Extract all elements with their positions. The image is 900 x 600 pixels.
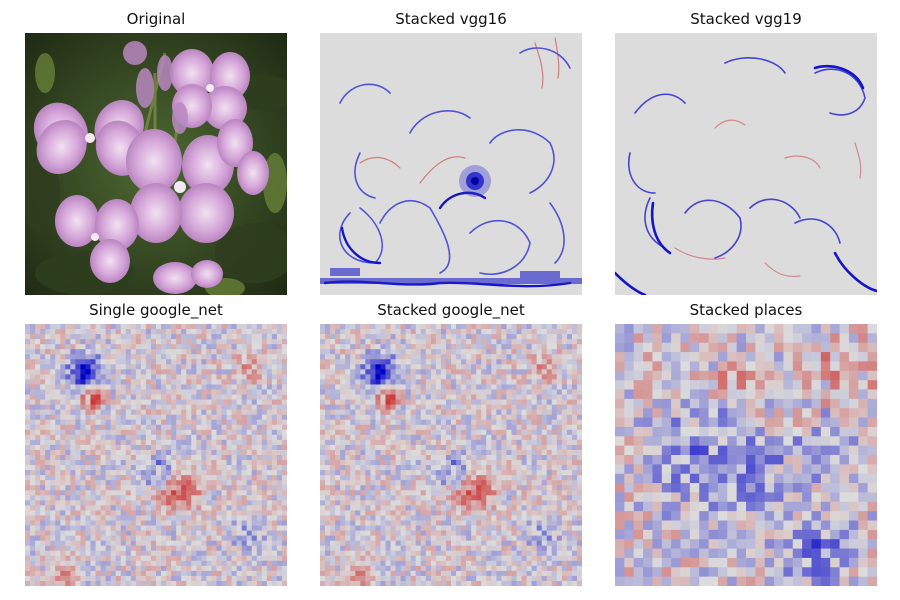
- saliency-grid-image: [320, 324, 582, 586]
- flower-photo-image: [25, 33, 287, 295]
- panel-title: Original: [126, 10, 186, 28]
- panel-title: Stacked google_net: [377, 301, 525, 319]
- saliency-map-vgg19: [615, 33, 877, 295]
- saliency-map-single-google-net: [25, 324, 287, 586]
- saliency-map-vgg16: [320, 33, 582, 295]
- panel-title: Stacked places: [689, 301, 803, 319]
- original-flower-photo: [25, 33, 287, 295]
- saliency-edges-image: [615, 33, 877, 295]
- saliency-map-stacked-places: [615, 324, 877, 586]
- panel-title: Stacked vgg16: [395, 10, 507, 28]
- saliency-grid-image: [615, 324, 877, 586]
- saliency-grid-image: [25, 324, 287, 586]
- panel-title: Stacked vgg19: [690, 10, 802, 28]
- saliency-map-stacked-google-net: [320, 324, 582, 586]
- panel-title: Single google_net: [89, 301, 223, 319]
- saliency-edges-image: [320, 33, 582, 295]
